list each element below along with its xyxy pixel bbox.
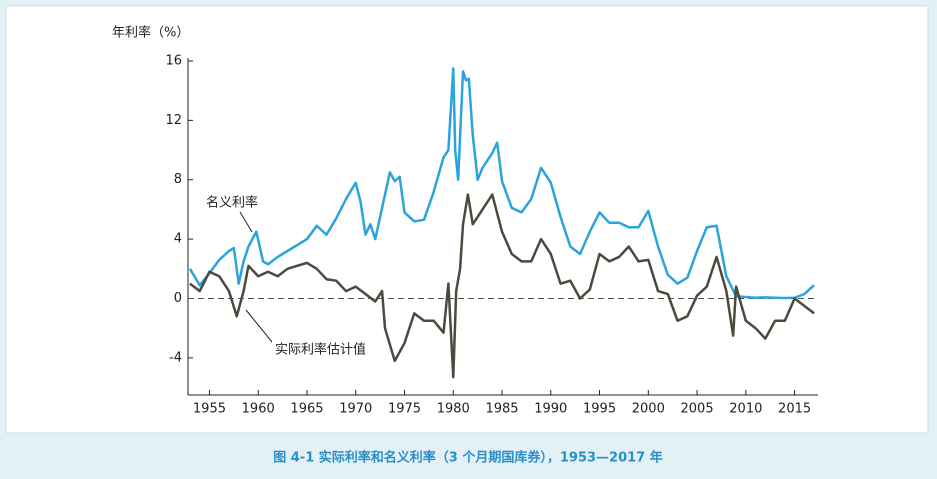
x-tick-label: 1955 bbox=[193, 402, 226, 417]
y-tick-label: 16 bbox=[165, 53, 182, 68]
y-tick-label: -4 bbox=[169, 350, 182, 365]
chart-panel bbox=[5, 5, 929, 434]
x-tick-label: 2005 bbox=[681, 402, 714, 417]
caption: 图 4-1 实际利率和名义利率（3 个月期国库券），1953—2017 年 bbox=[273, 450, 663, 466]
y-axis-title: 年利率（%） bbox=[112, 25, 189, 41]
x-tick-label: 1995 bbox=[583, 402, 616, 417]
x-tick-label: 1965 bbox=[290, 402, 323, 417]
x-tick-label: 1980 bbox=[437, 402, 470, 417]
x-tick-label: 1970 bbox=[339, 402, 372, 417]
x-tick-label: 1985 bbox=[485, 402, 518, 417]
series-line bbox=[188, 67, 815, 300]
y-tick-label: 8 bbox=[174, 172, 182, 187]
annotation: 名义利率 bbox=[206, 195, 258, 211]
annotation: 实际利率估计值 bbox=[275, 342, 366, 358]
y-tick-label: 0 bbox=[174, 291, 182, 306]
x-tick-label: 2015 bbox=[778, 402, 811, 417]
series-line bbox=[189, 193, 815, 379]
annotation-arrow bbox=[239, 211, 253, 233]
y-tick-label: 12 bbox=[165, 113, 182, 128]
x-tick-label: 2010 bbox=[729, 402, 762, 417]
x-tick-label: 2000 bbox=[632, 402, 665, 417]
x-tick-label: 1960 bbox=[242, 402, 275, 417]
y-tick-label: 4 bbox=[174, 232, 182, 247]
x-tick-label: 1990 bbox=[534, 402, 567, 417]
x-tick-label: 1975 bbox=[388, 402, 421, 417]
annotation-arrow bbox=[245, 309, 273, 343]
